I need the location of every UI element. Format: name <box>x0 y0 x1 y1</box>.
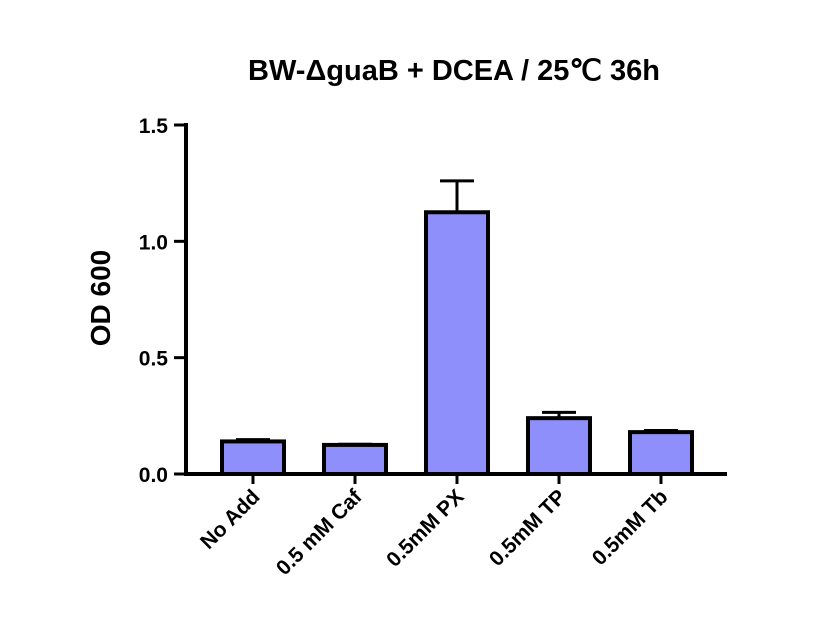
plot-area: 0.00.51.01.5No Add 0.5 mM Caf 0.5mM PX 0.5m… <box>139 115 727 580</box>
bar <box>628 430 694 476</box>
x-tick-label: 0.5mM PX <box>382 485 468 571</box>
x-tick-label: 0.5mM Tb <box>588 485 673 570</box>
x-tick-label: 0.5mM TP <box>485 485 571 571</box>
x-tick-label: 0.5 mM Caf <box>272 485 367 580</box>
y-tick-label: 1.5 <box>139 115 169 138</box>
bar <box>526 416 592 477</box>
y-tick-label: 0.5 <box>139 348 169 371</box>
y-axis-label: OD 600 <box>85 250 116 347</box>
y-tick-label: 1.0 <box>139 231 168 254</box>
bar <box>220 439 286 476</box>
chart-title: BW-ΔguaB + DCEA / 25℃ 36h <box>248 55 660 87</box>
bar <box>322 442 388 476</box>
y-tick-label: 0.0 <box>139 464 168 487</box>
x-tick-label: No Add <box>196 485 265 554</box>
bar <box>424 210 490 476</box>
